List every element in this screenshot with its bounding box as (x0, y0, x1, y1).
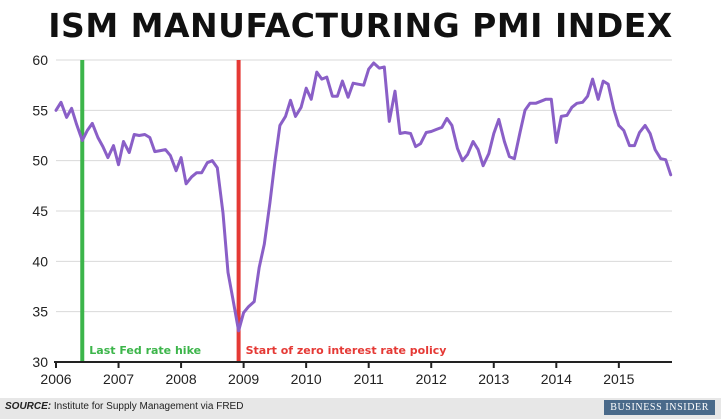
page-title: ISM MANUFACTURING PMI INDEX (48, 6, 673, 45)
footer-bar: SOURCE: Institute for Supply Management … (0, 398, 721, 419)
fed-rate-hike-label: Last Fed rate hike (89, 344, 201, 357)
pmi-series-line (54, 61, 673, 333)
y-tick-label: 55 (32, 102, 48, 118)
x-tick-label: 2011 (354, 371, 384, 387)
source-label: SOURCE: (5, 401, 52, 412)
x-tick-label: 2006 (40, 371, 71, 387)
y-tick-label: 60 (32, 52, 48, 68)
y-tick-label: 45 (32, 203, 48, 219)
y-tick-label: 30 (32, 354, 48, 370)
x-tick-label: 2008 (165, 371, 196, 387)
grid-lines (56, 59, 672, 313)
x-tick-labels: 2006 2007 2008 2009 2010 2011 2012 2013 2014 2015 (40, 371, 634, 387)
x-tick-label: 2009 (228, 371, 259, 387)
y-tick-labels: 30 35 40 45 50 55 60 (32, 52, 48, 370)
x-axis (54, 361, 672, 368)
zero-rate-policy-label: Start of zero interest rate policy (246, 344, 447, 357)
x-tick-label: 2014 (541, 371, 572, 387)
source-note: SOURCE: Institute for Supply Management … (5, 401, 243, 412)
series-layer (54, 61, 673, 333)
x-tick-label: 2010 (291, 371, 322, 387)
y-tick-label: 35 (32, 304, 48, 320)
y-tick-label: 50 (32, 153, 48, 169)
x-tick-label: 2012 (416, 371, 447, 387)
source-text: Institute for Supply Management via FRED (53, 401, 244, 412)
x-tick-label: 2015 (603, 371, 634, 387)
brand-logo: BUSINESS INSIDER (604, 400, 715, 415)
annotations: Last Fed rate hike Start of zero interest… (80, 60, 447, 362)
x-tick-label: 2007 (103, 371, 134, 387)
x-tick-label: 2013 (478, 371, 509, 387)
pmi-line-chart: 30 35 40 45 50 55 60 Last Fed rate hike Start o… (32, 52, 673, 387)
y-tick-label: 40 (32, 253, 48, 269)
